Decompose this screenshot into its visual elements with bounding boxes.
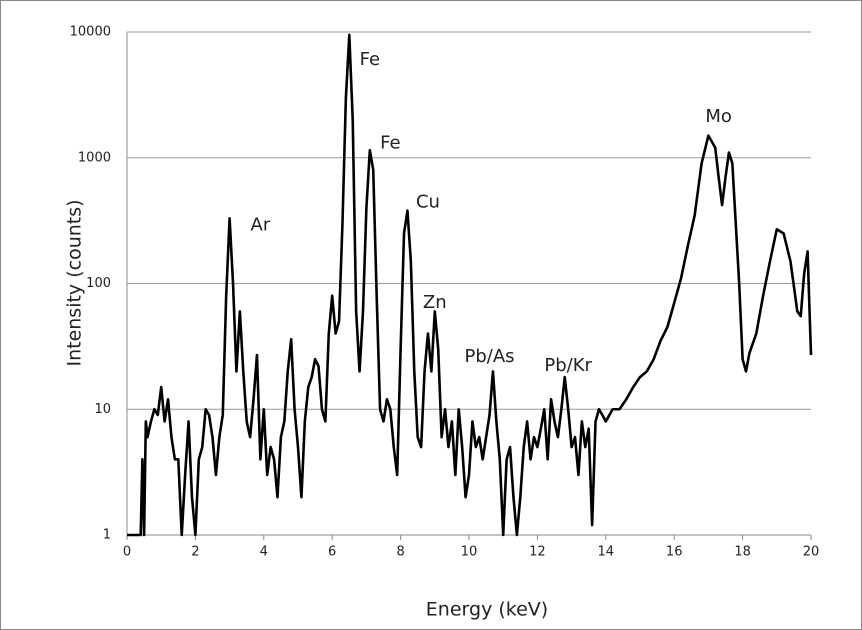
y-tick-label: 10 <box>94 402 111 417</box>
x-tick-label: 18 <box>734 545 751 560</box>
y-tick-label: 100 <box>86 276 111 291</box>
x-tick-label: 6 <box>328 545 336 560</box>
peak-label: Fe <box>360 49 380 70</box>
y-tick-label: 1000 <box>78 150 111 165</box>
x-tick-label: 16 <box>666 545 683 560</box>
spectrum-line <box>127 33 813 537</box>
x-tick-label: 12 <box>529 545 546 560</box>
peak-label: Cu <box>416 192 440 213</box>
peak-label: Pb/Kr <box>544 355 592 376</box>
x-tick-label: 10 <box>461 545 478 560</box>
peak-label: Zn <box>423 292 447 313</box>
x-tick-label: 2 <box>191 545 199 560</box>
y-axis-title: Intensity (counts) <box>64 199 86 366</box>
y-tick-label: 10000 <box>70 25 111 40</box>
x-axis-title: Energy (keV) <box>426 599 548 621</box>
x-tick-label: 4 <box>260 545 268 560</box>
peak-label: Mo <box>705 106 732 127</box>
peak-label: Pb/As <box>464 346 514 367</box>
x-tick-label: 8 <box>396 545 404 560</box>
peak-label: Fe <box>380 132 400 153</box>
y-tick-label: 1 <box>103 528 111 543</box>
x-tick-label: 0 <box>123 545 131 560</box>
x-tick-label: 20 <box>803 545 820 560</box>
peak-label: Ar <box>251 214 271 235</box>
x-tick-label: 14 <box>598 545 615 560</box>
